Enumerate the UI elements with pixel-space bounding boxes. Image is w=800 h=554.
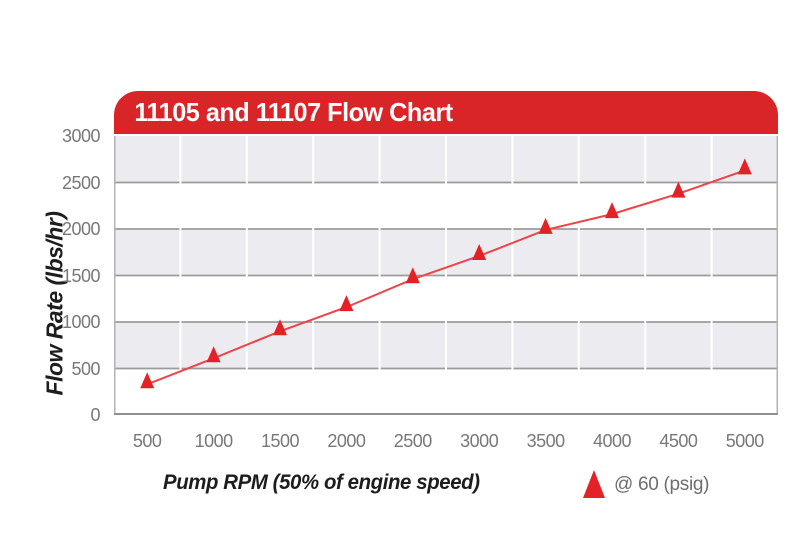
- x-tick-label: 3500: [526, 431, 566, 451]
- x-tick-label: 2000: [327, 431, 366, 451]
- chart-title-banner: 11105 and 11107 Flow Chart: [114, 91, 778, 134]
- y-tick-label: 3000: [61, 126, 101, 146]
- data-point-triangle-icon: [273, 319, 287, 336]
- plot-area: [114, 136, 778, 415]
- y-tick-label: 2500: [61, 172, 101, 193]
- data-point-triangle-icon: [538, 217, 553, 234]
- x-tick-label: 4500: [659, 431, 698, 451]
- data-point-triangle-icon: [671, 181, 686, 198]
- triangle-marker-icon: [583, 470, 605, 498]
- legend-label: @ 60 (psig): [614, 474, 710, 495]
- x-tick-label: 4000: [592, 431, 632, 451]
- data-point-triangle-icon: [737, 158, 752, 175]
- x-tick-label: 1000: [194, 431, 234, 451]
- data-point-triangle-icon: [605, 202, 619, 219]
- x-tick-label: 500: [132, 431, 162, 451]
- legend: @ 60 (psig): [583, 470, 710, 499]
- x-tick-label: 3000: [460, 431, 499, 451]
- y-tick-label: 0: [90, 405, 100, 425]
- data-point-triangle-icon: [206, 346, 221, 363]
- x-tick-label: 2500: [393, 431, 433, 451]
- x-axis-title: Pump RPM (50% of engine speed): [163, 471, 480, 494]
- data-point-triangle-icon: [405, 267, 420, 284]
- data-point-triangle-icon: [339, 295, 354, 312]
- data-point-triangle-icon: [140, 372, 155, 389]
- data-point-triangle-icon: [472, 243, 487, 260]
- y-tick-label: 1500: [61, 265, 101, 286]
- y-tick-label: 2000: [61, 219, 101, 239]
- x-tick-label: 5000: [725, 431, 765, 451]
- series-line: [146, 169, 746, 386]
- y-axis-title: Flow Rate (lbs/hr): [41, 211, 68, 396]
- y-tick-label: 1000: [61, 312, 101, 332]
- chart-title: 11105 and 11107 Flow Chart: [134, 97, 453, 127]
- y-tick-label: 500: [71, 358, 100, 379]
- x-tick-label: 1500: [260, 431, 300, 451]
